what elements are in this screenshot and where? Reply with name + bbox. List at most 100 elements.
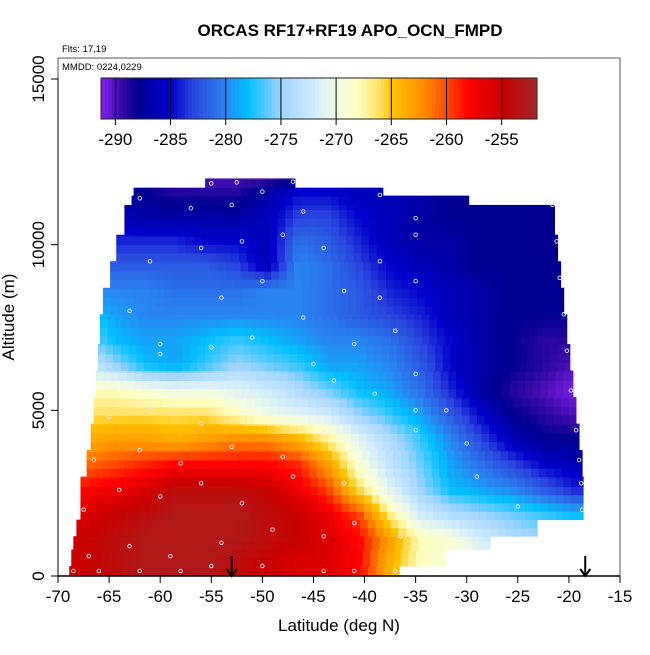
heatmap-cell [284,236,293,246]
heatmap-cell [248,305,257,315]
heatmap-cell [458,354,467,363]
heatmap-cell [431,468,440,477]
heatmap-cell [141,478,150,487]
heatmap-cell [247,209,256,219]
heatmap-cell [521,327,530,337]
heatmap-cell [570,486,580,496]
heatmap-cell [279,503,288,512]
heatmap-cell [123,234,132,237]
heatmap-cell [344,519,353,529]
heatmap-cell [542,354,551,363]
heatmap-cell [385,450,394,453]
heatmap-cell [538,204,547,211]
heatmap-cell [170,226,179,236]
heatmap-cell [527,362,536,371]
heatmap-cell [99,327,108,337]
heatmap-cell [378,287,387,290]
heatmap-cell [154,244,163,254]
heatmap-cell [339,460,348,469]
heatmap-cell [325,297,334,307]
heatmap-cell [379,372,388,381]
heatmap-cell [263,187,272,197]
heatmap-cell [473,362,482,371]
heatmap-cell [561,451,570,461]
heatmap-cell [307,196,316,206]
heatmap-cell [443,425,452,434]
heatmap-cell [241,511,250,521]
heatmap-cell [501,511,511,521]
observation-point [270,527,275,532]
heatmap-cell [435,362,444,371]
heatmap-cell [132,468,141,477]
heatmap-cell [409,289,418,299]
heatmap-cell [555,297,564,307]
heatmap-cell [462,279,471,289]
heatmap-cell [147,415,156,424]
heatmap-cell [258,178,267,180]
heatmap-cell [309,305,318,315]
heatmap-cell [301,450,310,453]
heatmap-cell [126,511,135,521]
heatmap-cell [293,460,302,469]
heatmap-cell [455,305,464,315]
heatmap-cell [199,319,208,328]
heatmap-cell [330,252,339,262]
heatmap-cell [274,354,283,363]
heatmap-cell [425,370,434,373]
heatmap-cell [330,244,339,254]
heatmap-cell [217,305,226,315]
heatmap-cell [424,261,433,264]
heatmap-cell [371,289,380,299]
heatmap-cell [499,415,508,424]
heatmap-cell [186,271,195,280]
heatmap-cell [177,252,186,262]
heatmap-cell [477,271,487,280]
heatmap-cell [264,503,273,512]
heatmap-cell [185,218,194,227]
heatmap-cell [325,388,334,398]
heatmap-cell [361,407,371,416]
heatmap-cell [235,362,244,371]
heatmap-cell [243,441,253,451]
heatmap-cell [139,209,148,219]
heatmap-cell [308,557,317,567]
heatmap-cell [463,380,472,390]
heatmap-cell [492,209,501,219]
heatmap-cell [122,567,131,577]
heatmap-cell [532,289,541,299]
heatmap-cell [461,195,470,198]
heatmap-cell [238,236,247,246]
colorbar-segment [402,78,407,119]
heatmap-cell [80,511,89,521]
heatmap-cell [195,372,204,381]
observation-point [352,341,357,347]
heatmap-cell [217,271,226,280]
heatmap-cell [509,305,518,315]
heatmap-cell [199,567,208,577]
heatmap-cell [481,362,490,371]
heatmap-cell [216,557,225,567]
heatmap-cell [313,519,323,529]
heatmap-cell [141,289,150,299]
heatmap-cell [224,218,233,227]
heatmap-cell [233,503,242,512]
heatmap-cell [93,415,102,424]
heatmap-cell [279,476,288,479]
heatmap-cell [423,557,432,567]
heatmap-cell [179,279,188,289]
heatmap-cell [563,388,572,398]
colorbar-segment [300,78,305,119]
heatmap-cell [438,209,447,219]
heatmap-cell [110,289,119,299]
heatmap-cell [364,478,373,487]
heatmap-cell [209,279,218,289]
heatmap-cell [563,494,572,504]
heatmap-cell [285,549,294,559]
heatmap-cell [565,425,574,434]
heatmap-cell [115,566,124,569]
heatmap-cell [424,297,433,307]
heatmap-cell [105,354,114,363]
heatmap-cell [301,557,310,567]
heatmap-cell [488,345,497,355]
heatmap-cell [453,252,462,262]
